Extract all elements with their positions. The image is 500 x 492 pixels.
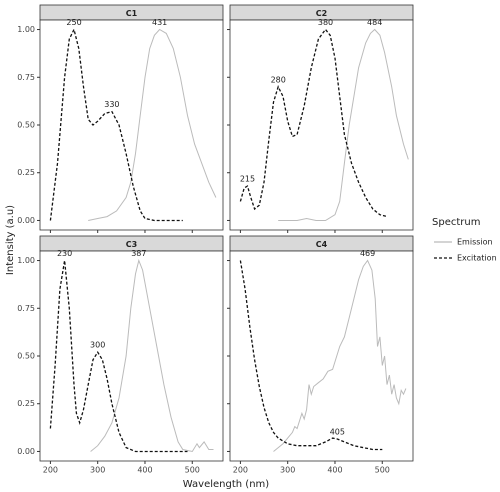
legend-title: Spectrum — [432, 217, 480, 228]
x-tick-label: 200 — [233, 466, 248, 475]
x-tick-label: 400 — [137, 466, 152, 475]
panel — [229, 19, 414, 231]
y-tick-label: 1.00 — [17, 25, 35, 34]
y-tick-label: 0.50 — [17, 121, 35, 130]
peak-label: 300 — [90, 341, 105, 350]
facet-title: C1 — [126, 9, 138, 18]
y-tick-label: 0.25 — [17, 399, 35, 408]
x-tick-label: 200 — [43, 466, 58, 475]
series-line — [49, 27, 183, 222]
x-tick-label: 400 — [327, 466, 342, 475]
facet-title: C4 — [316, 240, 328, 249]
y-tick-label: 0.75 — [17, 73, 35, 82]
peak-label: 431 — [152, 18, 167, 27]
x-tick-label: 300 — [90, 466, 105, 475]
series-line — [90, 258, 214, 453]
series-line — [49, 260, 188, 453]
peak-label: 330 — [104, 100, 119, 109]
peak-label: 405 — [330, 428, 345, 437]
panel — [229, 250, 414, 462]
x-axis-label: Wavelength (nm) — [183, 479, 269, 490]
series-line — [239, 28, 388, 218]
peak-label: 250 — [66, 18, 81, 27]
legend-label: Excitation — [457, 254, 497, 263]
legend-label: Emission — [457, 238, 493, 247]
y-tick-label: 0.00 — [17, 447, 35, 456]
series-line — [239, 260, 383, 451]
peak-label: 469 — [360, 249, 375, 258]
peak-label: 380 — [318, 18, 333, 27]
peak-label: 387 — [131, 249, 146, 258]
facet-title: C3 — [126, 240, 137, 249]
peak-label: 230 — [57, 249, 72, 258]
peak-label: 215 — [240, 175, 255, 184]
peak-label: 280 — [271, 75, 286, 84]
peak-label: 484 — [367, 18, 382, 27]
y-tick-label: 1.00 — [17, 256, 35, 265]
y-tick-label: 0.00 — [17, 216, 35, 225]
facet-title: C2 — [316, 9, 327, 18]
x-tick-label: 500 — [375, 466, 390, 475]
series-line — [88, 28, 217, 221]
series-line — [273, 259, 407, 452]
y-tick-label: 0.50 — [17, 352, 35, 361]
y-axis-label: Intensity (a.u) — [5, 205, 16, 275]
y-tick-label: 0.75 — [17, 304, 35, 313]
panel — [39, 250, 224, 462]
panel — [39, 19, 224, 231]
series-line — [278, 28, 409, 221]
y-tick-label: 0.25 — [17, 168, 35, 177]
x-tick-label: 300 — [280, 466, 295, 475]
x-tick-label: 500 — [185, 466, 200, 475]
